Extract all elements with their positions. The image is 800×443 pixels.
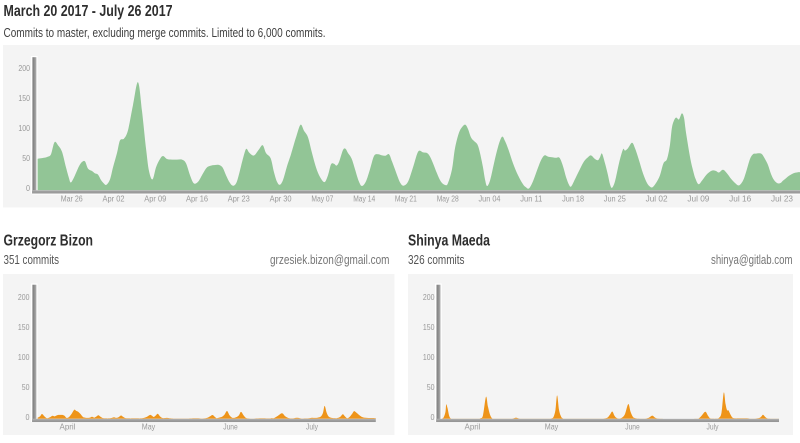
svg-text:May 14: May 14 bbox=[353, 195, 375, 204]
svg-text:200: 200 bbox=[423, 293, 435, 302]
svg-text:50: 50 bbox=[22, 383, 30, 392]
svg-text:July: July bbox=[306, 423, 318, 432]
svg-text:April: April bbox=[465, 423, 481, 432]
svg-text:June: June bbox=[625, 423, 640, 432]
svg-text:May 07: May 07 bbox=[311, 195, 333, 204]
svg-text:100: 100 bbox=[18, 353, 30, 362]
svg-text:Jun 18: Jun 18 bbox=[562, 195, 584, 204]
svg-text:May 21: May 21 bbox=[395, 195, 417, 204]
svg-text:Grzegorz Bizon: Grzegorz Bizon bbox=[4, 233, 94, 250]
svg-text:0: 0 bbox=[431, 413, 435, 422]
svg-text:May 28: May 28 bbox=[437, 195, 459, 204]
svg-text:Apr 09: Apr 09 bbox=[144, 195, 167, 204]
svg-text:200: 200 bbox=[18, 293, 30, 302]
svg-text:grzesiek.bizon@gmail.com: grzesiek.bizon@gmail.com bbox=[270, 253, 390, 267]
svg-text:May: May bbox=[142, 423, 156, 432]
svg-text:Apr 02: Apr 02 bbox=[103, 195, 126, 204]
svg-text:150: 150 bbox=[18, 94, 30, 103]
svg-text:326 commits: 326 commits bbox=[408, 253, 465, 267]
svg-text:Apr 16: Apr 16 bbox=[186, 195, 209, 204]
svg-text:200: 200 bbox=[18, 64, 30, 73]
svg-text:50: 50 bbox=[22, 154, 30, 163]
svg-text:Apr 23: Apr 23 bbox=[228, 195, 251, 204]
svg-text:Jul 16: Jul 16 bbox=[729, 195, 752, 204]
svg-text:100: 100 bbox=[423, 353, 435, 362]
svg-text:Shinya Maeda: Shinya Maeda bbox=[408, 233, 490, 250]
svg-text:Jun 04: Jun 04 bbox=[479, 195, 501, 204]
svg-text:Jul 02: Jul 02 bbox=[646, 195, 669, 204]
svg-text:March 20 2017 - July 26 2017: March 20 2017 - July 26 2017 bbox=[4, 3, 173, 20]
svg-text:150: 150 bbox=[18, 323, 30, 332]
svg-text:150: 150 bbox=[423, 323, 435, 332]
svg-text:351 commits: 351 commits bbox=[4, 253, 60, 267]
svg-text:Jun 11: Jun 11 bbox=[520, 195, 543, 204]
svg-text:0: 0 bbox=[26, 184, 30, 193]
svg-text:Jun 25: Jun 25 bbox=[604, 195, 626, 204]
svg-text:Jul 09: Jul 09 bbox=[687, 195, 710, 204]
svg-text:100: 100 bbox=[18, 124, 30, 133]
svg-text:Commits to master, excluding m: Commits to master, excluding merge commi… bbox=[4, 26, 326, 40]
svg-text:0: 0 bbox=[26, 413, 30, 422]
svg-text:May: May bbox=[545, 423, 559, 432]
svg-text:July: July bbox=[707, 423, 719, 432]
svg-text:June: June bbox=[223, 423, 238, 432]
svg-text:April: April bbox=[60, 423, 76, 432]
svg-text:Mar 26: Mar 26 bbox=[61, 195, 83, 204]
svg-text:shinya@gitlab.com: shinya@gitlab.com bbox=[711, 253, 793, 267]
svg-text:50: 50 bbox=[427, 383, 435, 392]
svg-text:Apr 30: Apr 30 bbox=[270, 195, 293, 204]
svg-text:Jul 23: Jul 23 bbox=[771, 195, 794, 204]
